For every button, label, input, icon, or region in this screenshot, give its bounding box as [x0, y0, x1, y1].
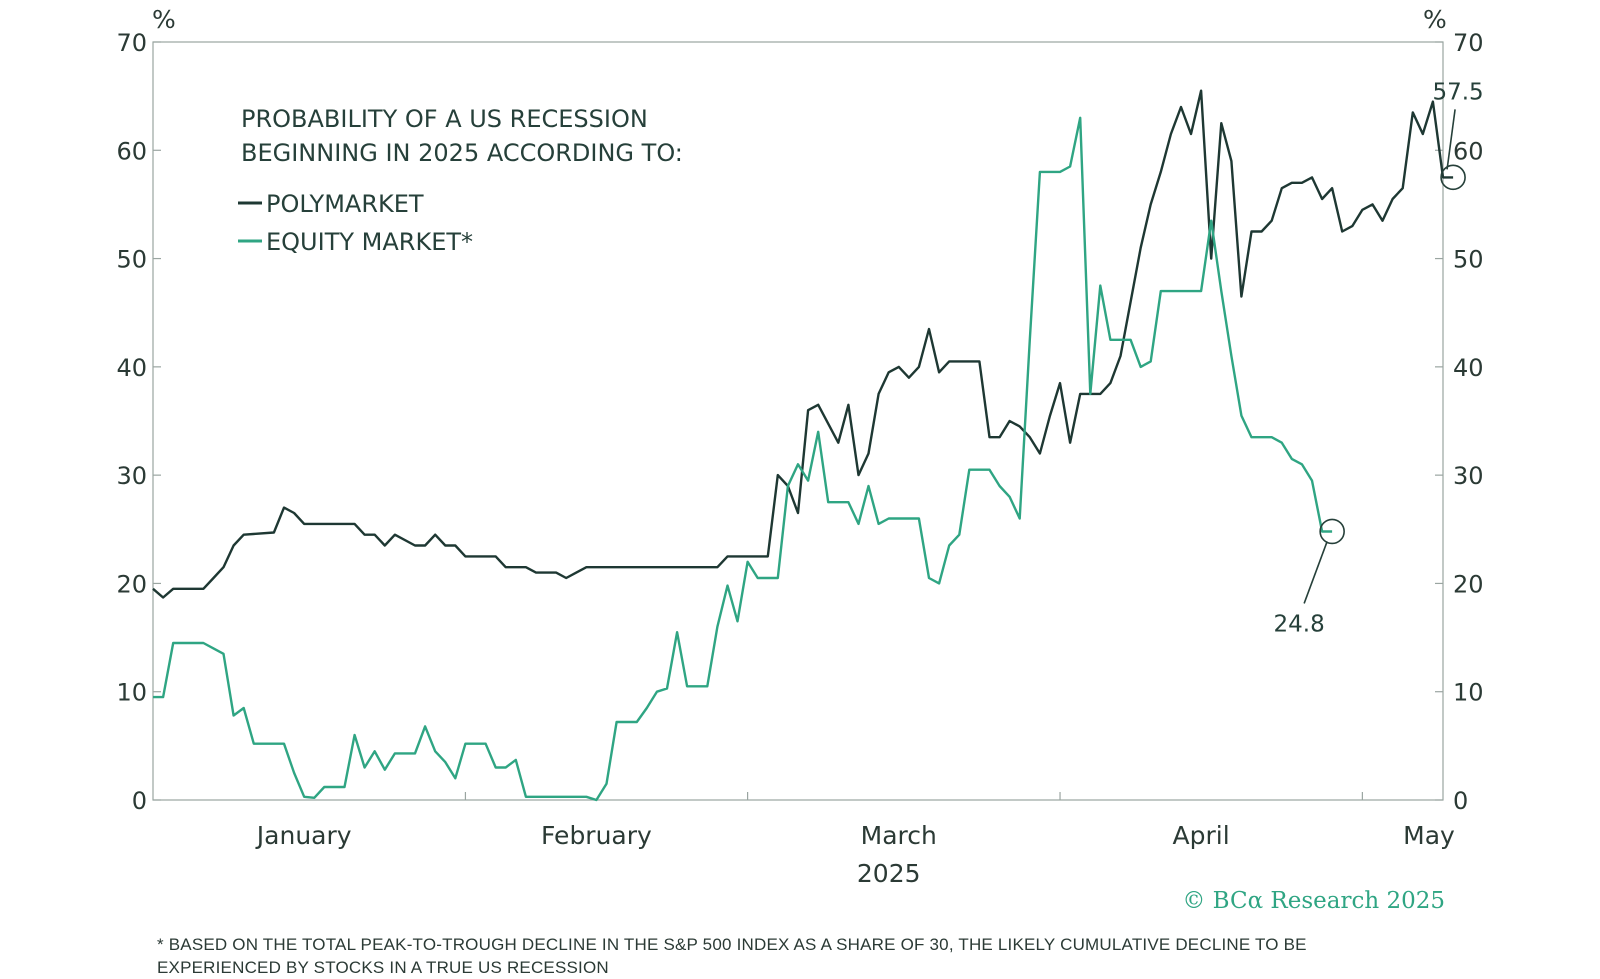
y-tick-label-right: 60: [1453, 137, 1484, 165]
y-unit-right: %: [1423, 5, 1447, 34]
y-tick-label-left: 20: [116, 570, 147, 598]
y-tick-label-left: 70: [116, 29, 147, 57]
annotation-layer: 57.5 24.8: [1274, 79, 1484, 637]
x-month-label: May: [1403, 821, 1455, 850]
y-tick-label-right: 50: [1453, 246, 1484, 274]
x-month-label: March: [861, 821, 937, 850]
end-marker-leader: [1446, 109, 1456, 170]
y-tick-label-right: 0: [1453, 787, 1468, 815]
y-tick-label-left: 40: [116, 354, 147, 382]
footnote-line-2: EXPERIENCED BY STOCKS IN A TRUE US RECES…: [157, 958, 609, 977]
x-year-label: 2025: [857, 859, 921, 888]
legend: PROBABILITY OF A US RECESSION BEGINNING …: [238, 105, 683, 256]
end-marker-circle: [1319, 518, 1345, 545]
series-line-equity: [153, 116, 1333, 802]
x-month-label: April: [1173, 821, 1230, 850]
x-month-label: February: [541, 821, 652, 850]
y-tick-label-left: 60: [116, 137, 147, 165]
y-tick-label-right: 30: [1453, 462, 1484, 490]
legend-label-polymarket: POLYMARKET: [266, 190, 424, 218]
y-tick-label-right: 40: [1453, 354, 1484, 382]
legend-label-equity: EQUITY MARKET*: [266, 228, 473, 256]
plot-frame: [152, 41, 1444, 801]
x-month-label: January: [255, 821, 352, 850]
y-unit-left: %: [152, 5, 176, 34]
series-layer: [152, 89, 1454, 802]
footnote: * BASED ON THE TOTAL PEAK-TO-TROUGH DECL…: [157, 933, 1477, 979]
end-marker-circle: [1440, 164, 1466, 191]
y-tick-label-left: 50: [116, 246, 147, 274]
legend-title-line-2: BEGINNING IN 2025 ACCORDING TO:: [241, 139, 683, 167]
y-tick-label-right: 70: [1453, 29, 1484, 57]
footnote-line-1: * BASED ON THE TOTAL PEAK-TO-TROUGH DECL…: [157, 935, 1307, 954]
y-tick-label-left: 30: [116, 462, 147, 490]
y-axis-right: 0 10 20 30 40 50 60 70%: [1423, 5, 1484, 815]
y-axis-left: 0 10 20 30 40 50 60 70%: [116, 5, 175, 815]
end-value-label-equity: 24.8: [1274, 611, 1325, 637]
y-tick-label-right: 10: [1453, 679, 1484, 707]
end-marker-leader: [1303, 541, 1328, 604]
y-tick-label-left: 0: [132, 787, 147, 815]
y-tick-label-left: 10: [116, 679, 147, 707]
bca-credit: © BCα Research 2025: [1182, 888, 1445, 914]
y-tick-label-right: 20: [1453, 570, 1484, 598]
legend-title-line-1: PROBABILITY OF A US RECESSION: [241, 105, 648, 133]
x-axis: January February March April May 2025: [255, 792, 1455, 888]
end-value-label-polymarket: 57.5: [1432, 79, 1483, 105]
series-line-polymarket: [152, 89, 1454, 599]
plot-border: [152, 41, 1444, 801]
